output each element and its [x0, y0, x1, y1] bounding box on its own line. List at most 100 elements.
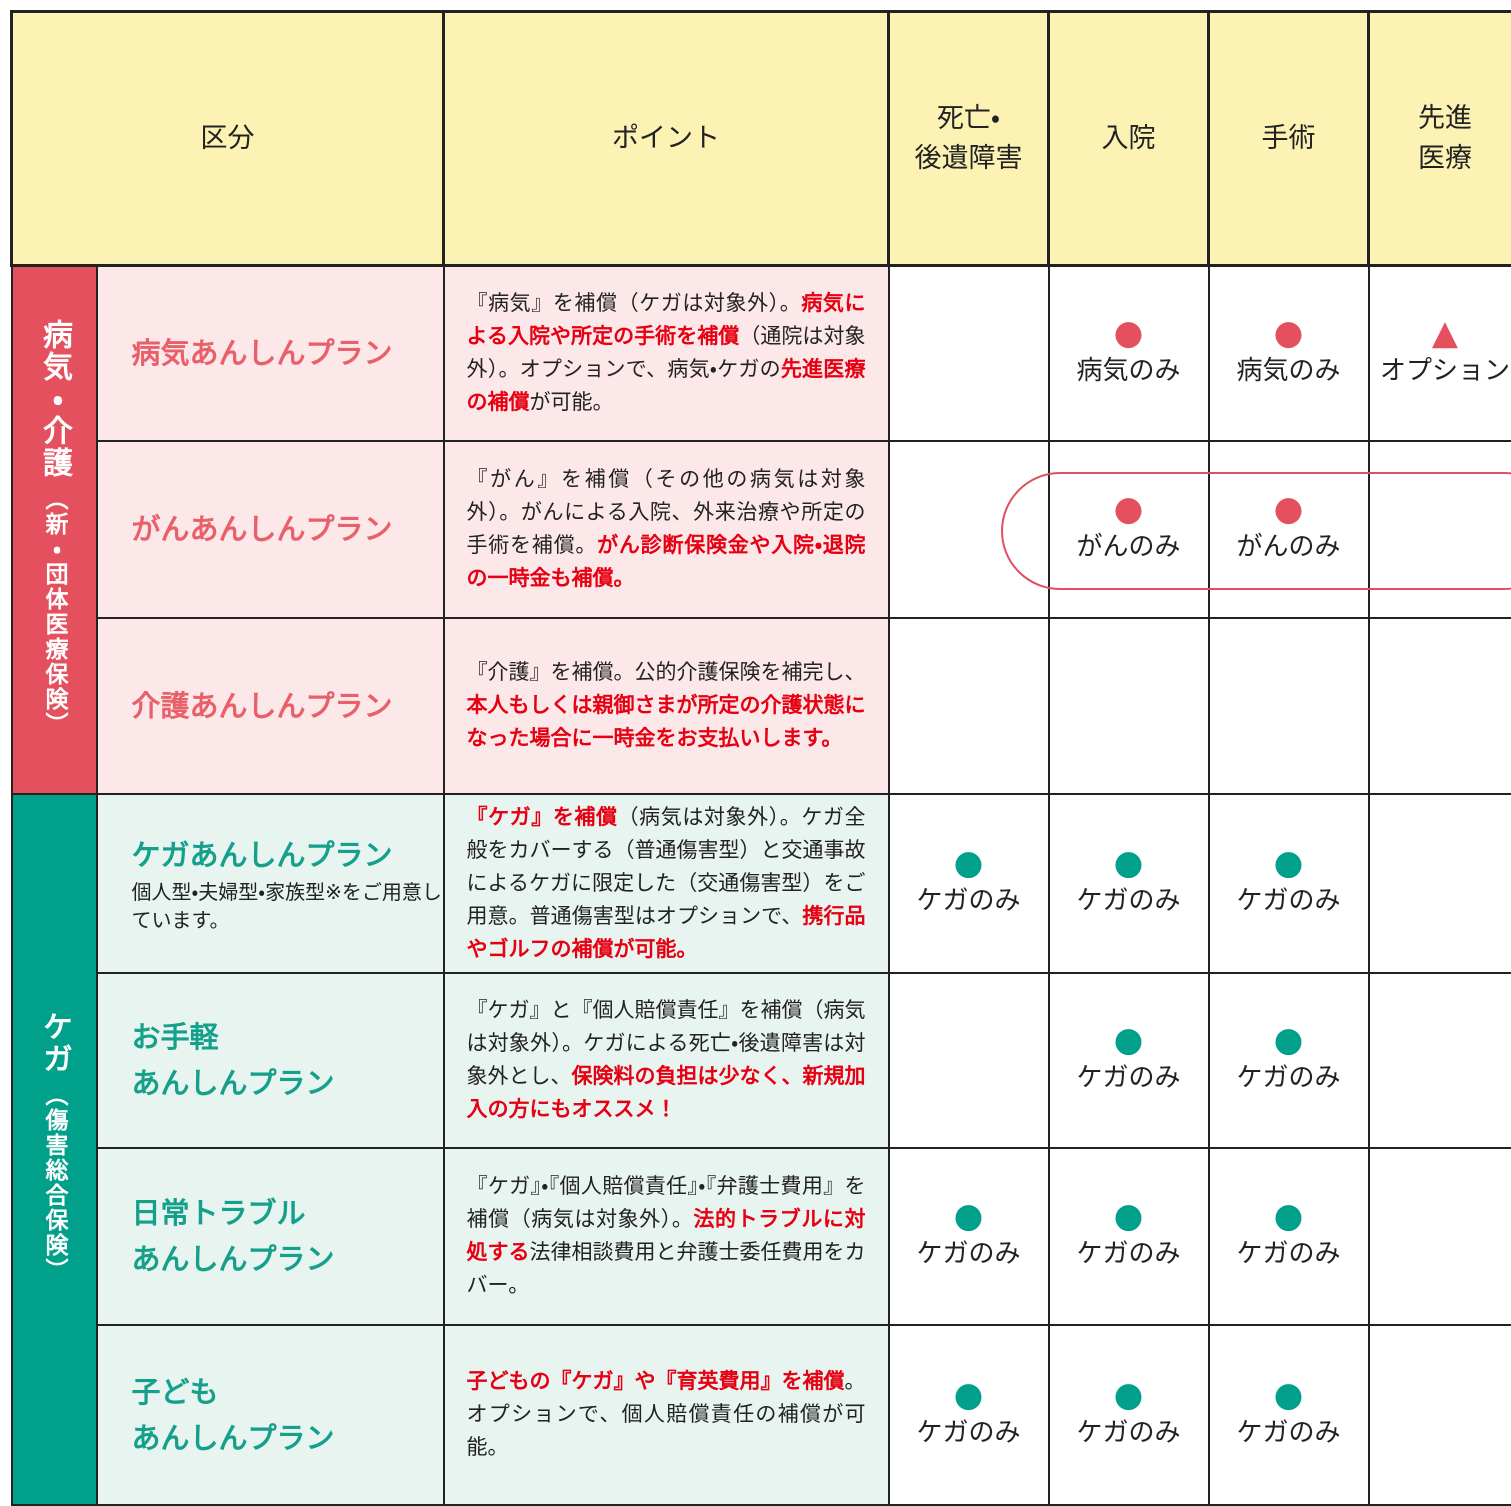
plan-row: 子どもあんしんプラン子どもの『ケガ』や『育英費用』を補償。オプションで、個人賠償… [12, 1325, 1511, 1505]
coverage-cell: ▲オプション [1369, 266, 1511, 441]
header-column: 入院 [1049, 12, 1209, 266]
plan-name: ケガあんしんプラン [132, 838, 393, 872]
coverage-cell [1369, 1325, 1511, 1505]
header-line: 医療 [1418, 143, 1472, 174]
coverage-mark: ● [1210, 1022, 1368, 1058]
plan-row: 病気・介護（新・団体医療保険）病気あんしんプラン『病気』を補償（ケガは対象外）。… [12, 266, 1511, 441]
plan-row: お手軽あんしんプラン『ケガ』と『個人賠償責任』を補償（病気は対象外）。ケガによる… [12, 973, 1511, 1148]
header-column: 手術 [1209, 12, 1369, 266]
coverage-mark: ● [890, 1198, 1048, 1234]
coverage-cell: ●ケガのみ [889, 1148, 1049, 1325]
plan-name: あんしんプラン [132, 1066, 335, 1100]
coverage-cell: ●がんのみ [1209, 441, 1369, 618]
coverage-mark: ● [1050, 491, 1208, 527]
coverage-label: ケガのみ [1210, 881, 1368, 921]
point-cell: 子どもの『ケガ』や『育英費用』を補償。オプションで、個人賠償責任の補償が可能。 [444, 1325, 889, 1505]
group-label: 病気・介護（新・団体医療保険） [32, 319, 76, 737]
plan-row: 介護あんしんプラン 『介護』を補償。公的介護保険を補完し、本人もしくは親御さまが所… [12, 618, 1511, 794]
header-line: 手術 [1262, 123, 1316, 154]
header-category: 区分 [12, 12, 444, 266]
coverage-mark: ● [890, 1377, 1048, 1413]
plan-cell: 日常トラブルあんしんプラン [97, 1148, 444, 1325]
coverage-label: ケガのみ [1210, 1413, 1368, 1453]
coverage-cell: ●ケガのみ [1209, 973, 1369, 1148]
plan-cell: 病気あんしんプラン [97, 266, 444, 441]
plan-name: 介護あんしんプラン [132, 689, 393, 723]
point-cell: 『ケガ』と『個人賠償責任』を補償（病気は対象外）。ケガによる死亡・後遺障害は対象… [444, 973, 889, 1148]
point-highlight: 『ケガ』を補償 [467, 805, 618, 829]
header-point: ポイント [444, 12, 889, 266]
coverage-mark: ● [1050, 315, 1208, 351]
coverage-label: ケガのみ [1050, 1413, 1208, 1453]
coverage-label: ケガのみ [1210, 1234, 1368, 1274]
coverage-label: ケガのみ [890, 1413, 1048, 1453]
coverage-label: 病気のみ [1210, 351, 1368, 391]
group-label: ケガ （傷害総合保険） [32, 1011, 76, 1283]
point-highlight: 子どもの『ケガ』や『育英費用』を補償 [467, 1369, 845, 1393]
point-cell: 『がん』を補償（その他の病気は対象外）。がんによる入院、外来治療や所定の手術を補… [444, 441, 889, 618]
plan-row: 日常トラブルあんしんプラン『ケガ』・『個人賠償責任』・『弁護士費用』を補償（病気… [12, 1148, 1511, 1325]
coverage-cell: ●ケガのみ [1209, 1148, 1369, 1325]
coverage-mark: ● [1050, 1198, 1208, 1234]
coverage-cell: ●ケガのみ [1049, 1325, 1209, 1505]
plan-cell: お手軽あんしんプラン [97, 973, 444, 1148]
coverage-cell [1369, 1148, 1511, 1325]
coverage-cell: ●病気のみ [1049, 266, 1209, 441]
coverage-mark: ● [1050, 845, 1208, 881]
group-subtitle: （傷害総合保険） [41, 1083, 67, 1283]
coverage-label: ケガのみ [890, 881, 1048, 921]
coverage-mark: ● [1210, 315, 1368, 351]
coverage-mark: ● [1210, 491, 1368, 527]
coverage-label: 病気のみ [1050, 351, 1208, 391]
coverage-mark: ● [1050, 1377, 1208, 1413]
coverage-cell [1209, 618, 1369, 794]
coverage-cell: ●ケガのみ [1049, 973, 1209, 1148]
coverage-cell [1369, 441, 1511, 618]
point-cell: 『病気』を補償（ケガは対象外）。病気による入院や所定の手術を補償（通院は対象外）… [444, 266, 889, 441]
coverage-cell: ●ケガのみ [1049, 794, 1209, 973]
coverage-mark: ● [890, 845, 1048, 881]
coverage-mark: ● [1210, 845, 1368, 881]
coverage-mark: ● [1210, 1377, 1368, 1413]
coverage-label: がんのみ [1210, 527, 1368, 567]
coverage-cell [889, 618, 1049, 794]
coverage-mark: ● [1050, 1022, 1208, 1058]
point-cell: 『介護』を補償。公的介護保険を補完し、本人もしくは親御さまが所定の介護状態になっ… [444, 618, 889, 794]
coverage-cell: ●ケガのみ [1209, 1325, 1369, 1505]
coverage-mark: ▲ [1370, 315, 1511, 351]
plan-name: 日常トラブル [132, 1196, 306, 1230]
coverage-cell: ●がんのみ [1049, 441, 1209, 618]
plan-table: 区分ポイント死亡・後遺障害入院手術先進医療 病気・介護（新・団体医療保険）病気あ… [10, 10, 1511, 1506]
coverage-cell: ●ケガのみ [889, 1325, 1049, 1505]
coverage-mark: ● [1210, 1198, 1368, 1234]
header-line: 後遺障害 [915, 143, 1023, 174]
plan-cell: がんあんしんプラン [97, 441, 444, 618]
header-line: 死亡・ [937, 103, 1000, 134]
header-column: 死亡・後遺障害 [889, 12, 1049, 266]
point-text: 『病気』を補償（ケガは対象外）。 [467, 291, 802, 315]
coverage-cell: ●ケガのみ [889, 794, 1049, 973]
coverage-cell [889, 266, 1049, 441]
coverage-cell: ●病気のみ [1209, 266, 1369, 441]
coverage-cell: ●ケガのみ [1209, 794, 1369, 973]
plan-name: あんしんプラン [132, 1421, 335, 1455]
group-title: ケガ [37, 1011, 72, 1075]
plan-note: 個人型・夫婦型・家族型※をご用意しています。 [132, 878, 443, 934]
coverage-label: ケガのみ [1210, 1058, 1368, 1098]
coverage-cell [1369, 794, 1511, 973]
plan-name: あんしんプラン [132, 1242, 335, 1276]
coverage-cell: ●ケガのみ [1049, 1148, 1209, 1325]
point-highlight: 本人もしくは親御さまが所定の介護状態になった場合に一時金をお支払いします。 [467, 693, 866, 750]
group-cell: 病気・介護（新・団体医療保険） [12, 266, 97, 794]
coverage-label: ケガのみ [890, 1234, 1048, 1274]
coverage-label: ケガのみ [1050, 881, 1208, 921]
coverage-label: ケガのみ [1050, 1058, 1208, 1098]
table-wrap: 区分ポイント死亡・後遺障害入院手術先進医療 病気・介護（新・団体医療保険）病気あ… [10, 10, 1511, 1506]
plan-cell: 介護あんしんプラン [97, 618, 444, 794]
coverage-cell [1049, 618, 1209, 794]
coverage-label: オプション [1370, 351, 1511, 391]
plan-name: がんあんしんプラン [132, 512, 393, 546]
group-title: 病気・介護 [37, 319, 72, 479]
header-row: 区分ポイント死亡・後遺障害入院手術先進医療 [12, 12, 1511, 266]
